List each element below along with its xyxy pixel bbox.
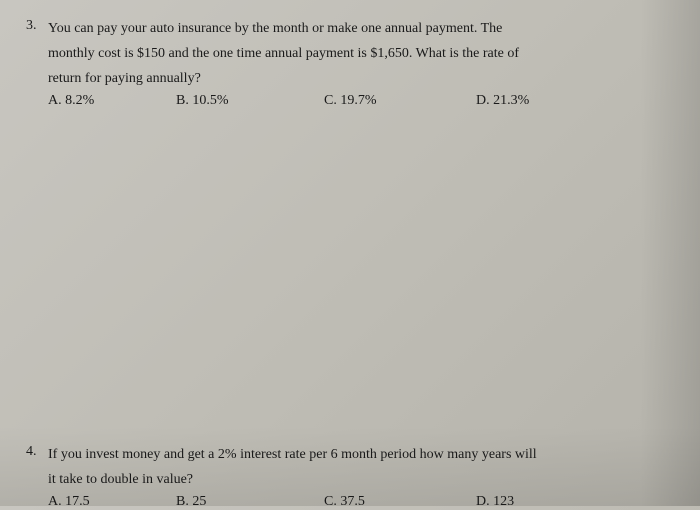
option-a: A. 17.5 [48,494,176,510]
option-c: C. 19.7% [324,93,476,109]
question-4: 4. If you invest money and get a 2% inte… [48,444,662,510]
option-b: B. 10.5% [176,93,324,109]
question-text-line: You can pay your auto insurance by the m… [48,18,662,39]
option-a: A. 8.2% [48,93,176,109]
answer-options: A. 8.2% B. 10.5% C. 19.7% D. 21.3% [48,93,662,109]
question-text-line: monthly cost is $150 and the one time an… [48,43,662,64]
question-number: 4. [26,444,37,460]
question-text-line: return for paying annually? [48,68,662,89]
option-c: C. 37.5 [324,494,476,510]
option-d: D. 21.3% [476,93,529,109]
worksheet-page: 3. You can pay your auto insurance by th… [0,0,700,506]
answer-options: A. 17.5 B. 25 C. 37.5 D. 123 [48,494,662,510]
option-b: B. 25 [176,494,324,510]
option-d: D. 123 [476,494,514,510]
question-3: 3. You can pay your auto insurance by th… [48,18,662,109]
question-number: 3. [26,18,37,34]
question-text-line: it take to double in value? [48,469,662,490]
question-text-line: If you invest money and get a 2% interes… [48,444,662,465]
